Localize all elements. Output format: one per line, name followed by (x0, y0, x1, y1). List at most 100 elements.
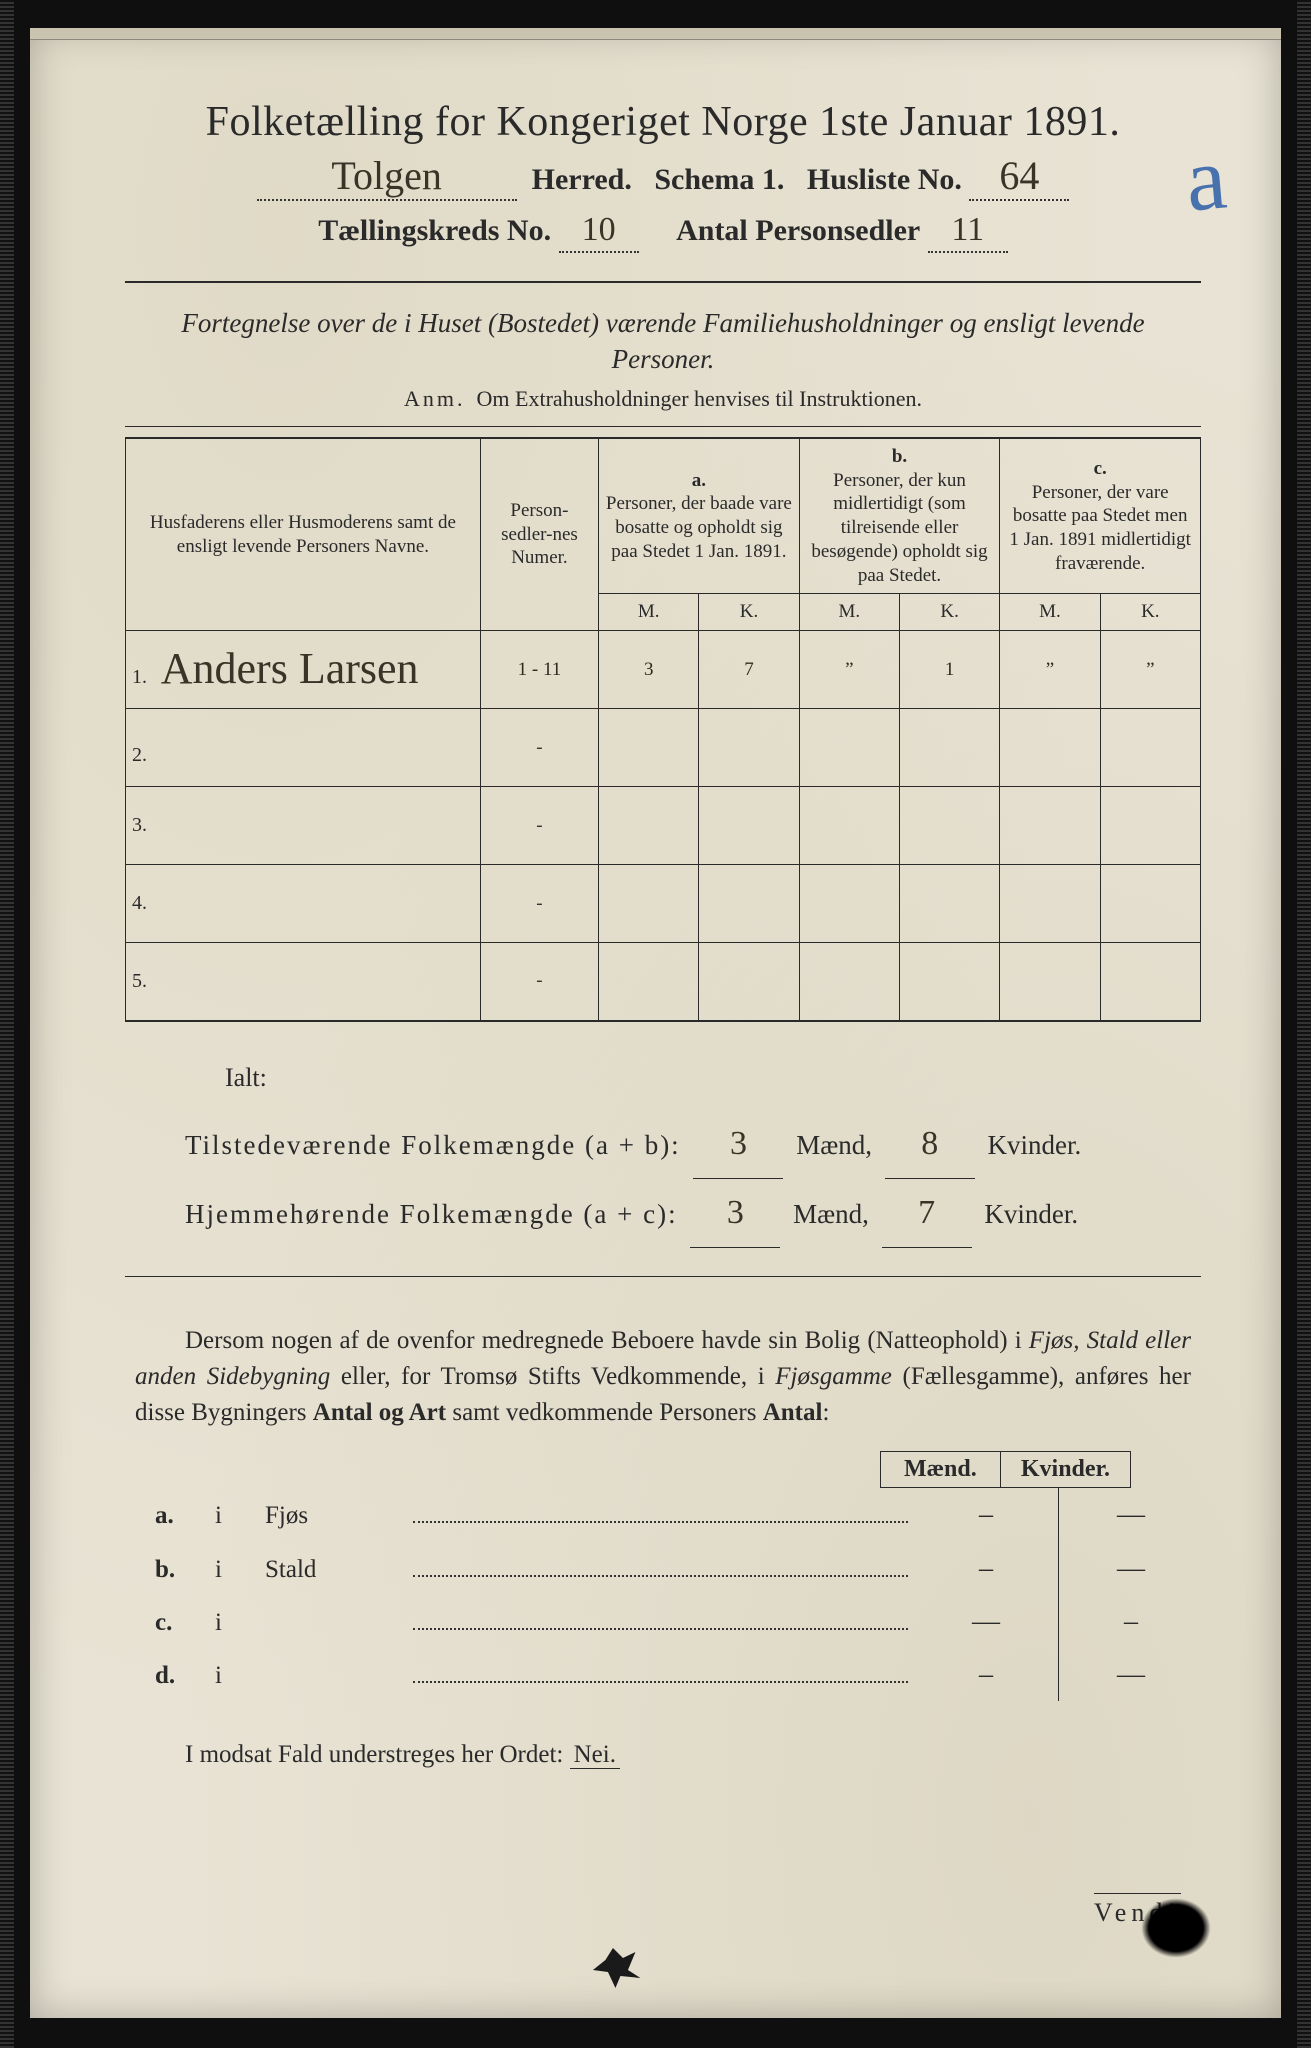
cell-am (599, 787, 699, 865)
husliste-label: Husliste No. (807, 163, 962, 196)
th-num: Person-sedler-nes Numer. (480, 438, 598, 631)
th-a-m: M. (599, 594, 699, 631)
abcd-i: i (215, 1599, 265, 1647)
summary-line-1: Tilstedeværende Folkemængde (a + b): 3 M… (185, 1110, 1201, 1179)
row-num: 1. (132, 666, 156, 689)
cell-ak (699, 709, 799, 787)
cell-am (599, 943, 699, 1021)
cell-bk (900, 943, 1000, 1021)
abcd-list: a. i Fjøs – — b. i Stald – — c. i (155, 1488, 1201, 1701)
para-t5: : (822, 1399, 829, 1426)
paper-top-edge (30, 28, 1281, 40)
dots (413, 1498, 908, 1523)
summary-line-2: Hjemmehørende Folkemængde (a + c): 3 Mæn… (185, 1179, 1201, 1248)
cell-bm (799, 865, 899, 943)
abcd-m: – (916, 1648, 1056, 1701)
abcd-i: i (215, 1546, 265, 1594)
abcd-k: — (1061, 1488, 1201, 1541)
abcd-lab: b. (155, 1546, 215, 1594)
th-name-text: Husfaderens eller Husmoderens samt de en… (150, 512, 456, 557)
table-row: 5. - (126, 943, 1201, 1021)
row-num: 2. (132, 744, 156, 767)
row-num: 5. (132, 970, 156, 993)
cell-cm (1000, 865, 1100, 943)
dots (413, 1552, 908, 1577)
cell-am: 3 (599, 631, 699, 709)
nei-word: Nei. (570, 1741, 620, 1769)
grp-b-tag: b. (892, 446, 907, 467)
cell-bm: ” (799, 631, 899, 709)
anm-label: Anm. (404, 386, 466, 411)
abcd-i: i (215, 1492, 265, 1540)
mk-m: Mænd. (880, 1452, 1000, 1488)
divider-1 (125, 281, 1201, 283)
paper-tear (593, 1948, 643, 1988)
antal-field: 11 (928, 211, 1008, 253)
th-group-b: b. Personer, der kun midlertidigt (som t… (799, 438, 1000, 594)
cell-ak (699, 787, 799, 865)
th-name: Husfaderens eller Husmoderens samt de en… (126, 438, 481, 631)
cell-ak (699, 865, 799, 943)
cell-ck (1100, 709, 1200, 787)
kvinder-2: Kvinder. (984, 1199, 1078, 1229)
herred-field: Tolgen (257, 160, 517, 201)
abcd-k: — (1061, 1542, 1201, 1595)
para-b1: Antal og Art (313, 1399, 446, 1426)
cell-am (599, 709, 699, 787)
cell-name: 1. Anders Larsen (126, 631, 481, 709)
th-num-text: Person-sedler-nes Numer. (501, 500, 578, 569)
cell-cm (1000, 943, 1100, 1021)
schema-label: Schema 1. (654, 163, 784, 196)
abcd-row: c. i — – (155, 1595, 1201, 1648)
sum2-m: 3 (727, 1194, 744, 1231)
cell-ck (1100, 865, 1200, 943)
th-c-m: M. (1000, 594, 1100, 631)
abcd-m: – (916, 1488, 1056, 1541)
abcd-lab: d. (155, 1652, 215, 1700)
row-num: 4. (132, 892, 156, 915)
sum2-k: 7 (918, 1194, 935, 1231)
cell-ck (1100, 787, 1200, 865)
husliste-field: 64 (969, 160, 1069, 201)
antal-label: Antal Personsedler (676, 214, 920, 247)
dots (413, 1658, 908, 1683)
summary-block: Ialt: Tilstedeværende Folkemængde (a + b… (185, 1052, 1201, 1248)
title-year: 1891. (1023, 99, 1120, 145)
cell-bk (900, 865, 1000, 943)
cell-num: - (480, 709, 598, 787)
abcd-lab: c. (155, 1599, 215, 1647)
mk-header-table: Mænd. Kvinder. (880, 1451, 1131, 1488)
cell-num: 1 - 11 (480, 631, 598, 709)
row-num: 3. (132, 814, 156, 837)
cell-name: 5. (126, 943, 481, 1021)
main-table: Husfaderens eller Husmoderens samt de en… (125, 437, 1201, 1022)
herred-value: Tolgen (331, 153, 442, 198)
sep (1058, 1488, 1059, 1541)
cell-cm (1000, 709, 1100, 787)
th-b-k: K. (900, 594, 1000, 631)
sum1-label: Tilstedeværende Folkemængde (a + b): (185, 1130, 681, 1160)
ink-blot (1141, 1898, 1211, 1958)
anm-line: Anm. Om Extrahusholdninger henvises til … (125, 386, 1201, 412)
th-group-c: c. Personer, der vare bosatte paa Stedet… (1000, 438, 1201, 594)
cell-bk: 1 (900, 631, 1000, 709)
grp-c-text: Personer, der vare bosatte paa Stedet me… (1009, 482, 1191, 574)
sum1-k: 8 (921, 1125, 938, 1162)
sep (1058, 1542, 1059, 1595)
cell-bk (900, 709, 1000, 787)
table-row: 4. - (126, 865, 1201, 943)
cell-num: - (480, 943, 598, 1021)
nei-line: I modsat Fald understreges her Ordet: Ne… (185, 1741, 1201, 1769)
cell-num: - (480, 787, 598, 865)
para-t4: samt vedkommende Personers (446, 1399, 763, 1426)
para-t2: eller, for Tromsø Stifts Vedkommende, i (330, 1363, 775, 1390)
dots (413, 1605, 908, 1630)
abcd-txt: Fjøs (265, 1492, 405, 1540)
document-paper: a Folketælling for Kongeriget Norge 1ste… (30, 28, 1281, 2018)
cell-bm (799, 943, 899, 1021)
sum2-label: Hjemmehørende Folkemængde (a + c): (185, 1199, 678, 1229)
th-a-k: K. (699, 594, 799, 631)
abcd-row: d. i – — (155, 1648, 1201, 1701)
cell-name: 3. (126, 787, 481, 865)
th-b-m: M. (799, 594, 899, 631)
